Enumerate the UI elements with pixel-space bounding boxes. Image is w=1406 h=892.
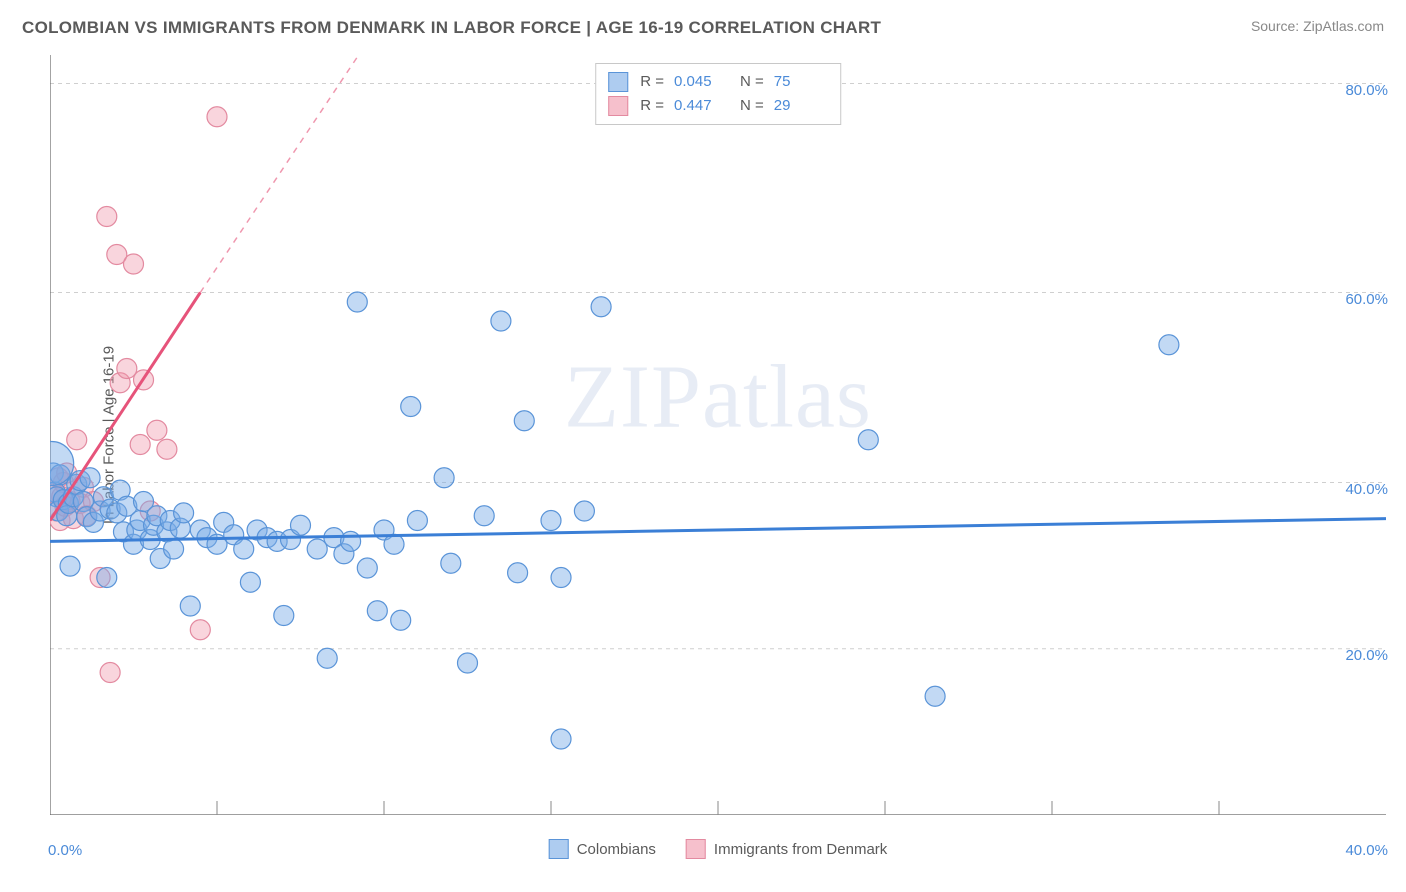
series-legend: Colombians Immigrants from Denmark <box>549 839 888 859</box>
y-axis-tick: 80.0% <box>1345 82 1388 99</box>
legend-item-colombians: Colombians <box>549 839 656 859</box>
correlation-legend: R =0.045 N =75 R =0.447 N =29 <box>595 63 841 125</box>
chart-title: COLOMBIAN VS IMMIGRANTS FROM DENMARK IN … <box>22 18 881 38</box>
y-axis-tick: 20.0% <box>1345 647 1388 664</box>
y-axis-tick: 60.0% <box>1345 291 1388 308</box>
legend-row-colombians: R =0.045 N =75 <box>608 70 828 94</box>
legend-item-denmark: Immigrants from Denmark <box>686 839 887 859</box>
chart-area: In Labor Force | Age 16-19 ZIPatlas R =0… <box>50 55 1386 815</box>
y-axis-tick: 40.0% <box>1345 481 1388 498</box>
legend-swatch-blue-icon <box>549 839 569 859</box>
source-citation: Source: ZipAtlas.com <box>1251 18 1384 34</box>
legend-swatch-pink <box>608 96 628 116</box>
x-axis-tick-min: 0.0% <box>48 842 82 859</box>
legend-swatch-pink-icon <box>686 839 706 859</box>
legend-row-denmark: R =0.447 N =29 <box>608 94 828 118</box>
scatter-plot <box>50 55 1386 815</box>
x-axis-tick-max: 40.0% <box>1345 842 1388 859</box>
legend-swatch-blue <box>608 72 628 92</box>
